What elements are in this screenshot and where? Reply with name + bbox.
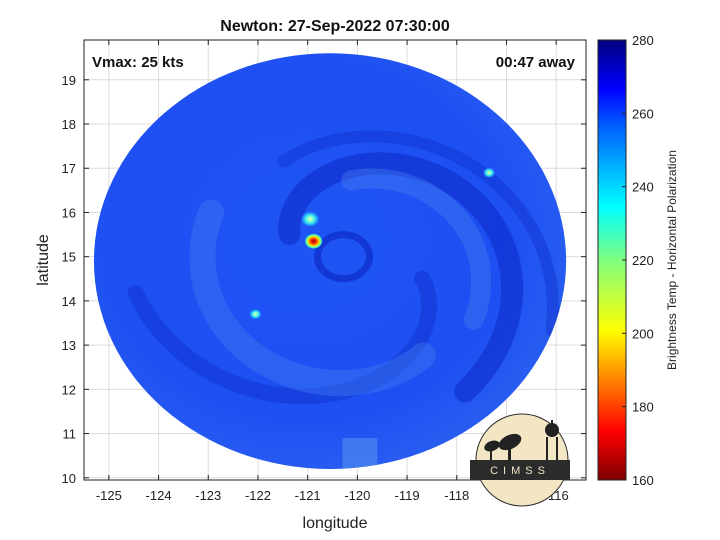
x-tick-label: -123	[195, 488, 221, 503]
storm-eye-ring	[313, 231, 373, 283]
y-tick-label: 10	[62, 471, 76, 486]
y-tick-label: 13	[62, 338, 76, 353]
x-tick-label: -120	[344, 488, 370, 503]
x-tick-label: -121	[295, 488, 321, 503]
y-axis-ticks: 10 11 12 13 14 15 16 17 18 19	[62, 73, 586, 486]
y-tick-label: 14	[62, 294, 76, 309]
y-tick-label: 15	[62, 250, 76, 265]
colorbar-tick-label: 260	[632, 106, 654, 121]
x-tick-label: -125	[96, 488, 122, 503]
y-tick-label: 16	[62, 205, 76, 220]
x-tick-label: -118	[444, 488, 469, 503]
axes-box	[83, 39, 587, 481]
spiral-band-dark	[277, 130, 560, 337]
colorbar-tick-label: 200	[632, 326, 654, 341]
cold-spot-north	[301, 211, 320, 227]
time-away-annotation: 00:47 away	[496, 54, 576, 71]
colorbar-tick-label: 160	[632, 473, 654, 488]
storm-center-cold-spot	[304, 233, 323, 249]
colorbar-tick-label: 180	[632, 400, 654, 415]
microwave-swath	[93, 53, 567, 469]
spiral-band-dark	[127, 270, 438, 405]
colorbar-ticks: 160 180 200 220 240 260 280	[622, 33, 654, 488]
x-axis-label: longitude	[303, 515, 368, 532]
spiral-band-light	[189, 199, 436, 397]
x-tick-label: -124	[146, 488, 172, 503]
spiral-band-dark	[278, 152, 524, 403]
y-axis-label: latitude	[35, 234, 52, 286]
logo-text: CIMSS	[490, 465, 550, 477]
x-axis-ticks: -125-124-123-122-121-120-119-118-117-116	[96, 40, 569, 503]
swath-light-patch	[342, 437, 378, 469]
colorbar-tick-label: 220	[632, 253, 654, 268]
chart-title: Newton: 27-Sep-2022 07:30:00	[220, 18, 450, 35]
spiral-band-light	[341, 168, 492, 330]
x-tick-label: -119	[395, 488, 420, 503]
cold-spot-west	[249, 309, 262, 320]
y-tick-label: 19	[62, 73, 76, 88]
colorbar	[597, 39, 627, 481]
swath-texture	[127, 130, 560, 469]
y-tick-label: 12	[62, 382, 76, 397]
vmax-annotation: Vmax: 25 kts	[92, 54, 184, 71]
colorbar-tick-label: 280	[632, 33, 654, 48]
colorbar-tick-label: 240	[632, 180, 654, 195]
colorbar-label: Brightness Temp - Horizontal Polarizatio…	[665, 150, 679, 370]
cold-spot-east	[483, 167, 496, 178]
y-tick-label: 17	[62, 161, 76, 176]
x-tick-label: -122	[245, 488, 271, 503]
y-tick-label: 11	[63, 427, 77, 442]
y-tick-label: 18	[62, 117, 76, 132]
cimss-logo: CIMSS	[470, 413, 570, 507]
